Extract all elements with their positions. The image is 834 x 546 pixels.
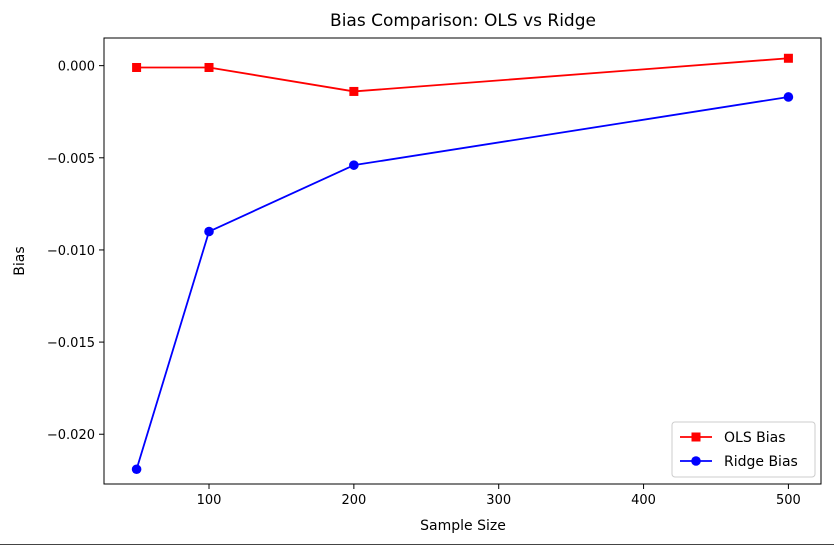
legend-marker-ols-bias [691, 432, 701, 442]
ols-bias-point [204, 62, 214, 72]
legend-label-ols-bias: OLS Bias [724, 430, 786, 446]
ols-bias-point [349, 86, 359, 96]
ols-bias-line [136, 57, 789, 93]
ridge-bias-point [349, 160, 359, 170]
ols-bias-point [132, 62, 142, 72]
legend-box [671, 421, 816, 478]
legend-marker-ridge-bias [691, 456, 701, 466]
legend: OLS Bias Ridge Bias [671, 421, 816, 478]
ridge-bias-point [131, 464, 142, 475]
ridge-bias-point [204, 226, 214, 237]
y-tick-label: −0.015 [47, 336, 95, 351]
x-axis-label: Sample Size [420, 518, 506, 534]
y-axis-label: Bias [12, 246, 28, 275]
legend-label-ridge-bias: Ridge Bias [724, 454, 798, 470]
x-tick-label: 200 [341, 493, 366, 508]
plot-area [103, 37, 822, 485]
x-tick-label: 500 [776, 493, 801, 508]
y-tick-label: −0.005 [47, 152, 95, 167]
chart-title: Bias Comparison: OLS vs Ridge [330, 11, 596, 31]
ridge-bias-line [135, 96, 789, 470]
y-tick-label: 0.000 [58, 60, 95, 75]
y-tick-label: −0.010 [47, 244, 95, 259]
window-bottom-border [0, 544, 834, 545]
x-axis-ticks: 100 200 300 400 500 [197, 484, 801, 508]
y-axis-ticks: 0.000 −0.005 −0.010 −0.015 −0.020 [47, 60, 104, 443]
x-tick-label: 100 [197, 493, 222, 508]
series-layer [131, 53, 794, 475]
ridge-bias-point [783, 92, 794, 102]
y-tick-label: −0.020 [47, 428, 95, 443]
x-tick-label: 400 [631, 493, 656, 508]
x-tick-label: 300 [486, 493, 511, 508]
ols-bias-point [783, 53, 793, 63]
